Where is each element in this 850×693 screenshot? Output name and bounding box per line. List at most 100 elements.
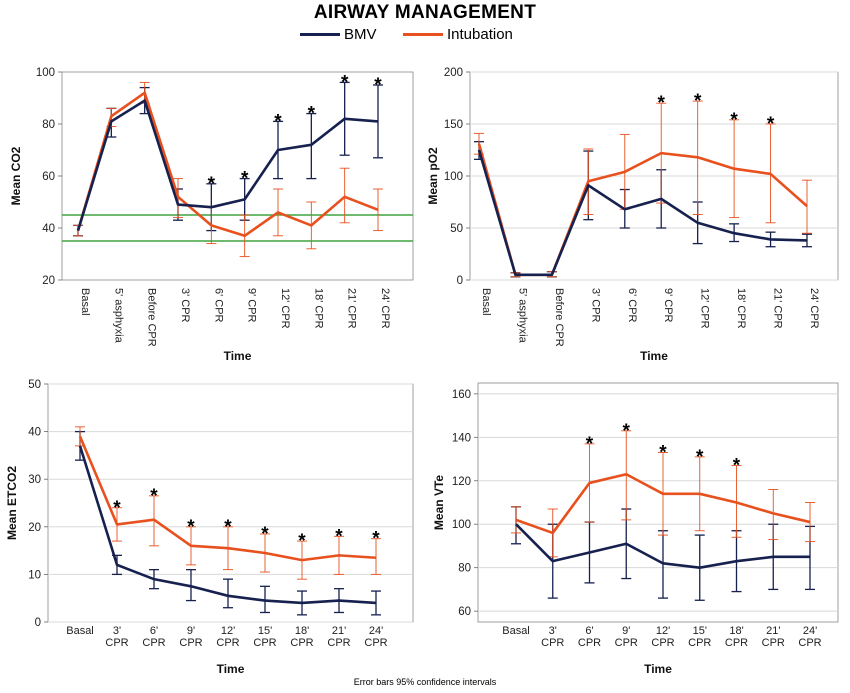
x-tick-label: 18' CPR	[735, 288, 747, 329]
significance-marker: *	[224, 517, 232, 538]
significance-marker: *	[274, 111, 282, 132]
significance-marker: *	[730, 110, 738, 131]
chart-panel-co2: 20 40 60 80 100 Basal 5' asphyxia Before CPR 3' …	[9, 67, 414, 363]
series-line-bmv	[78, 445, 377, 605]
x-axis-title: Time	[644, 662, 672, 676]
x-tick-label: 6' CPR	[212, 288, 224, 323]
x-tick-label: 12' CPR	[279, 288, 291, 329]
y-tick-label: 150	[444, 119, 463, 131]
x-tick-label: 6' CPR	[578, 625, 601, 649]
y-tick-label: 160	[452, 389, 471, 401]
x-tick-label: Basal	[66, 625, 94, 637]
x-tick-label: 12' CPR	[216, 625, 239, 649]
y-tick-label: 40	[42, 223, 55, 235]
chart-panel-etco2: 0 10 20 30 40 50 Basal 3' CPR 6' CPR 9' CPR 12' CPR 15'…	[5, 379, 414, 676]
chart-panel-po2: 0 50 100 150 200 Basal 5' asphyxia Before CPR 3'…	[426, 67, 839, 363]
y-tick-label: 100	[452, 519, 471, 531]
y-tick-label: 100	[36, 67, 55, 79]
significance-marker: *	[694, 91, 702, 112]
x-axis-title: Time	[224, 349, 252, 363]
y-tick-label: 140	[452, 432, 471, 444]
significance-marker: *	[298, 531, 306, 552]
chart-footnote: Error bars 95% confidence intervals	[353, 677, 497, 687]
x-tick-label: 24' CPR	[808, 288, 820, 329]
legend-item-bmv: BMV	[300, 24, 377, 44]
x-tick-label: 6' CPR	[142, 625, 165, 649]
x-tick-label: 3' CPR	[105, 625, 128, 649]
y-tick-label: 60	[42, 171, 55, 183]
chart-panel-vte: 60 80 100 120 140 160 Basal 3' CPR 6' CPR 9' CPR 12' C…	[432, 382, 839, 676]
legend-item-intubation: Intubation	[403, 24, 513, 44]
significance-marker: *	[586, 434, 594, 455]
series-line-bmv	[76, 99, 379, 231]
x-tick-label: 9' CPR	[246, 288, 258, 323]
significance-marker: *	[696, 447, 704, 468]
y-tick-label: 120	[452, 476, 471, 488]
y-tick-label: 0	[35, 617, 41, 629]
legend-swatch-bmv	[300, 32, 340, 36]
x-tick-label: 3' CPR	[589, 288, 601, 323]
y-tick-label: 0	[457, 275, 463, 287]
x-tick-label: 9' CPR	[179, 625, 202, 649]
significance-marker: *	[150, 486, 158, 507]
y-tick-label: 60	[458, 606, 471, 618]
significance-marker: *	[308, 104, 316, 125]
y-tick-label: 80	[42, 119, 55, 131]
x-tick-label: 12' CPR	[699, 288, 711, 329]
y-axis-title: Mean VTe	[432, 475, 446, 530]
x-tick-label: 12' CPR	[651, 625, 674, 649]
legend-swatch-intubation	[403, 32, 443, 36]
significance-marker: *	[261, 524, 269, 545]
significance-marker: *	[187, 517, 195, 538]
x-tick-label: 21' CPR	[327, 625, 350, 649]
chart-main-title: AIRWAY MANAGEMENT	[313, 2, 537, 23]
y-axis-title: Mean pO2	[426, 147, 440, 205]
x-tick-label: 24' CPR	[364, 625, 387, 649]
significance-marker: *	[623, 421, 631, 442]
significance-marker: *	[374, 75, 382, 96]
significance-marker: *	[659, 443, 667, 464]
legend-label-intubation: Intubation	[447, 25, 513, 43]
x-tick-label: 18' CPR	[725, 625, 748, 649]
x-tick-label: 18' CPR	[312, 288, 324, 329]
plot-frame	[477, 382, 839, 623]
x-tick-label: 15' CPR	[688, 625, 711, 649]
y-axis-title: Mean ETCO2	[5, 466, 19, 540]
plot-frame	[61, 71, 414, 281]
y-tick-label: 20	[28, 522, 41, 534]
series-line-intubation	[76, 91, 379, 238]
x-tick-label: Before CPR	[553, 288, 565, 347]
x-tick-label: 6' CPR	[626, 288, 638, 323]
y-axis-title: Mean CO2	[9, 146, 23, 205]
legend-label-bmv: BMV	[344, 25, 377, 43]
significance-marker: *	[113, 498, 121, 519]
y-tick-label: 40	[28, 427, 41, 439]
x-tick-label: 3' CPR	[179, 288, 191, 323]
y-tick-label: 30	[28, 474, 41, 486]
y-tick-label: 50	[28, 379, 41, 391]
significance-marker: *	[733, 456, 741, 477]
y-tick-label: 10	[28, 569, 41, 581]
y-tick-label: 80	[458, 563, 471, 575]
x-tick-label: 21' CPR	[762, 625, 785, 649]
x-tick-label: Basal	[79, 288, 91, 316]
series-line-bmv	[477, 149, 808, 277]
series-line-intubation	[477, 143, 808, 277]
x-tick-label: 9' CPR	[615, 625, 638, 649]
x-tick-label: 5' asphyxia	[112, 288, 124, 344]
x-tick-label: Basal	[480, 288, 492, 316]
legend: BMV Intubation	[0, 24, 850, 44]
y-tick-label: 50	[450, 223, 463, 235]
series-line-intubation	[515, 472, 811, 535]
x-tick-label: 21' CPR	[346, 288, 358, 329]
x-tick-label: 15' CPR	[253, 625, 276, 649]
significance-marker: *	[658, 93, 666, 114]
x-tick-label: 9' CPR	[662, 288, 674, 323]
significance-marker: *	[335, 526, 343, 547]
x-tick-label: Before CPR	[146, 288, 158, 347]
x-tick-label: Basal	[502, 625, 530, 637]
significance-marker: *	[208, 174, 216, 195]
y-tick-label: 100	[444, 171, 463, 183]
x-axis-title: Time	[640, 349, 668, 363]
x-tick-label: 21' CPR	[772, 288, 784, 329]
